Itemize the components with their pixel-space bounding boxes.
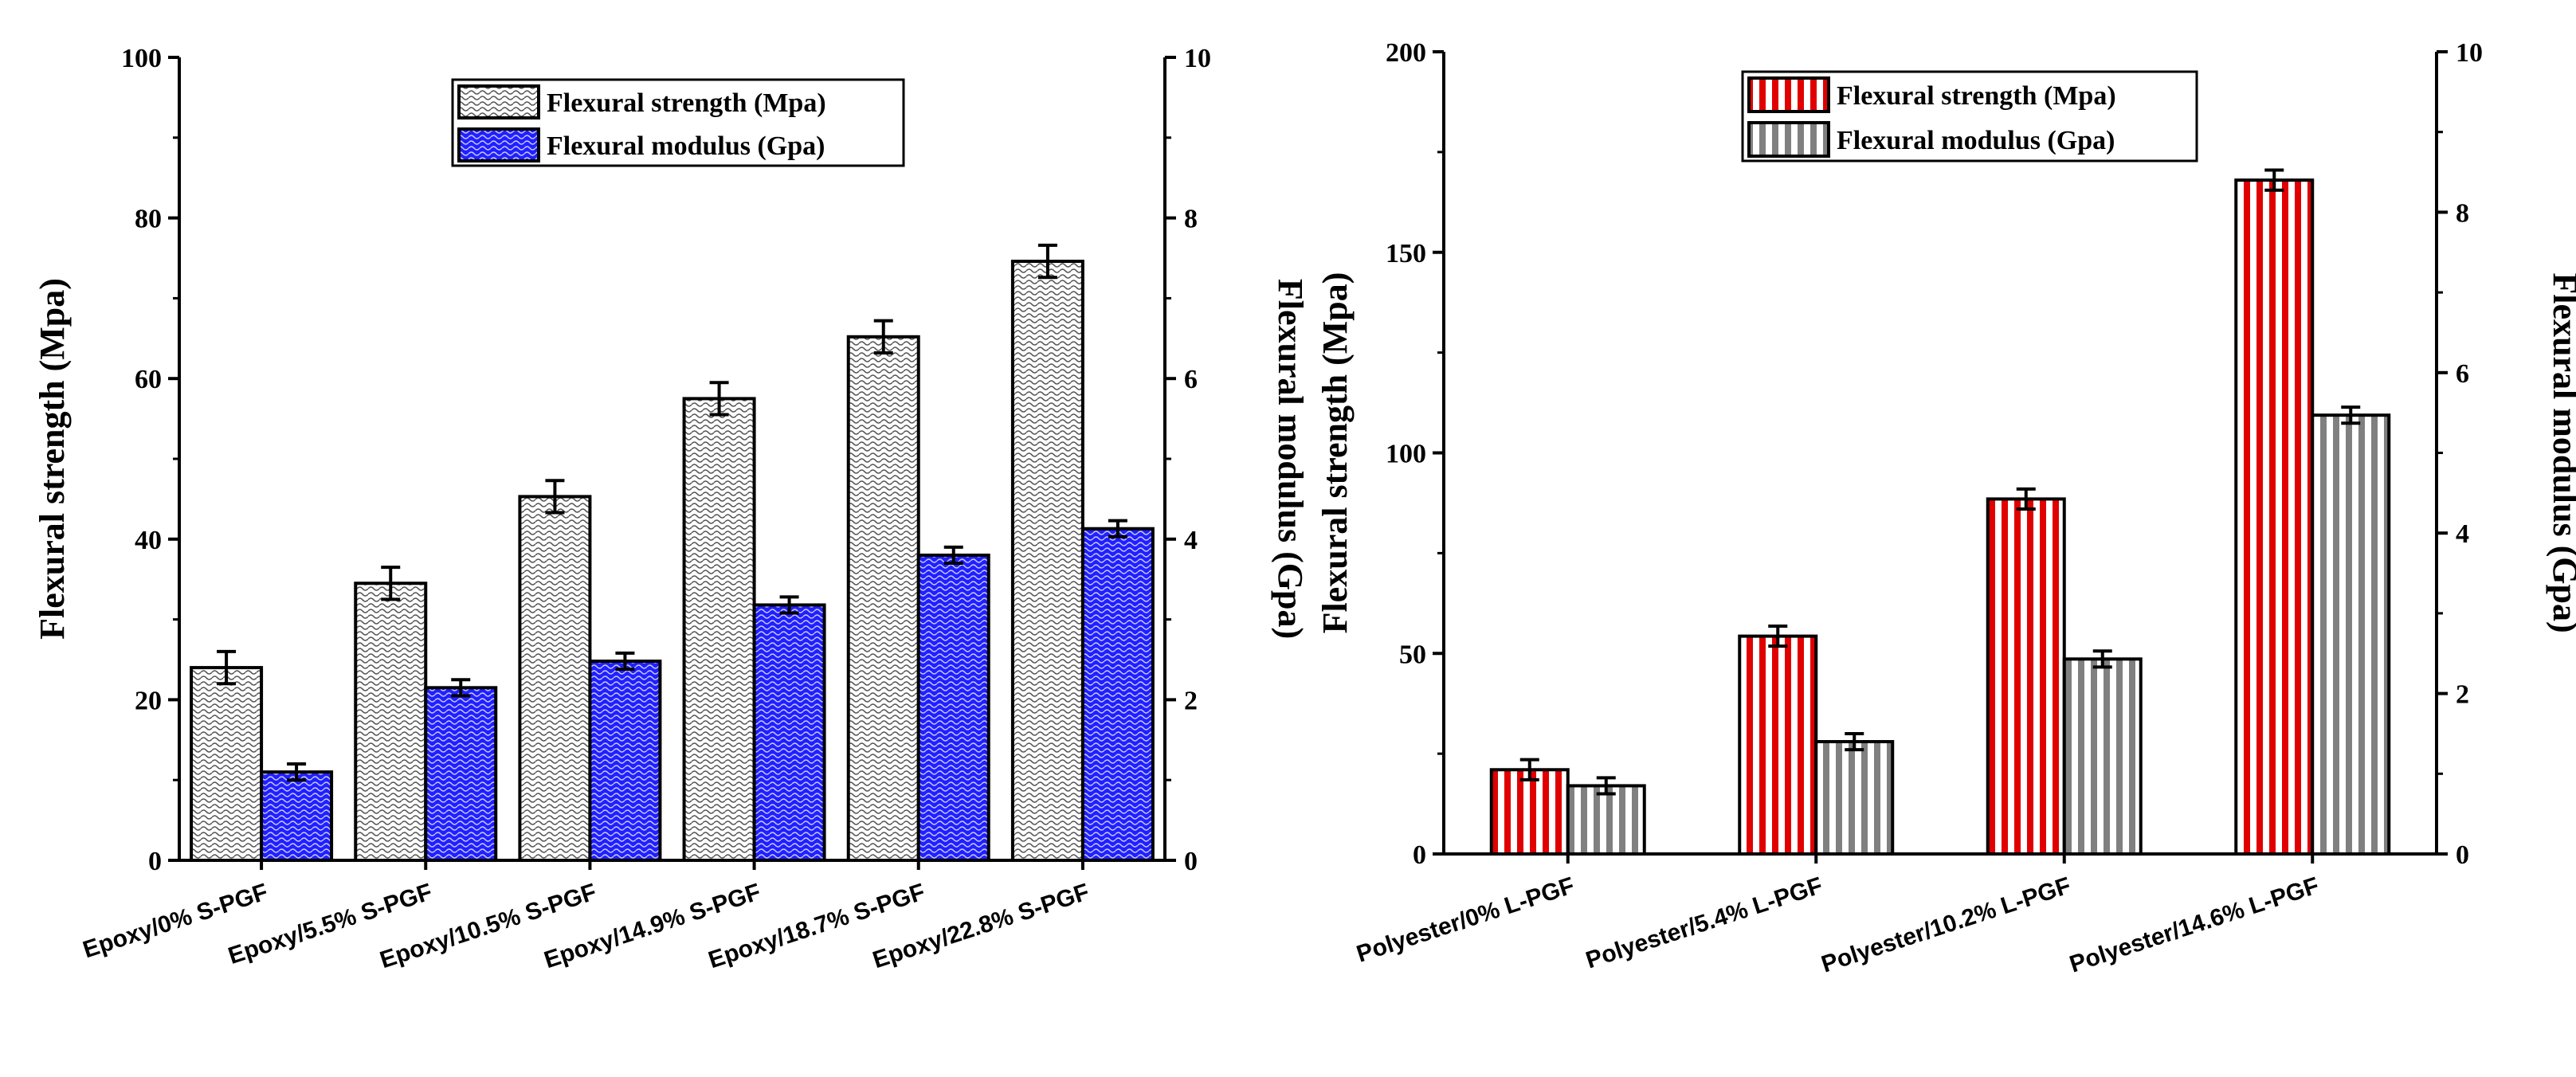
- bar-1-1-0: [1566, 784, 1646, 856]
- y-tick-label-left-0-2: 40: [135, 526, 162, 555]
- x-category-label-1-3: Polyester/14.6% L-PGF: [2066, 872, 2322, 977]
- y-tick-label-right-0-2: 4: [1184, 526, 1198, 555]
- y-axis-title-left-0: Flexural strength (Mpa): [33, 278, 72, 640]
- bar-0-1-1: [424, 686, 498, 863]
- flexural-polyester-chart: Polyester/0% L-PGF Polyester/5.4% L-PGFPo…: [1315, 38, 2576, 978]
- bar-1-1-2: [2062, 657, 2143, 856]
- y-axis-title-right-1: Flexural modulus (Gpa): [2546, 272, 2576, 632]
- y-tick-label-left-0-4: 80: [135, 205, 162, 234]
- x-category-label-1-2: Polyester/10.2% L-PGF: [1818, 872, 2074, 977]
- bar-0-0-2: [518, 495, 592, 862]
- y-tick-label-left-1-4: 200: [1386, 38, 1426, 68]
- legend-swatch-0-1: [457, 127, 540, 163]
- y-tick-label-right-1-4: 8: [2456, 198, 2469, 228]
- bar-1-0-3: [2234, 178, 2315, 856]
- bar-0-1-0: [260, 770, 334, 862]
- y-tick-label-right-0-1: 2: [1184, 686, 1198, 715]
- y-tick-label-left-0-3: 60: [135, 365, 162, 394]
- y-tick-label-right-0-3: 6: [1184, 365, 1198, 394]
- legend-label-0-1: Flexural modulus (Gpa): [547, 131, 825, 161]
- y-tick-label-right-0-0: 0: [1184, 847, 1198, 876]
- bar-0-0-4: [846, 335, 920, 862]
- bar-1-1-1: [1814, 740, 1895, 856]
- x-category-label-1-1: Polyester/5.4% L-PGF: [1582, 872, 1825, 973]
- y-tick-label-right-1-3: 6: [2456, 359, 2469, 389]
- legend-swatch-1-1: [1747, 121, 1830, 158]
- bar-1-0-2: [1986, 497, 2066, 856]
- bar-0-0-1: [354, 582, 428, 862]
- bar-0-1-4: [916, 553, 990, 863]
- bar-0-0-3: [682, 397, 756, 862]
- legend-label-1-1: Flexural modulus (Gpa): [1837, 126, 2115, 155]
- legend-label-0-0: Flexural strength (Mpa): [547, 88, 826, 118]
- bar-1-0-1: [1738, 634, 1818, 856]
- y-tick-label-right-1-1: 2: [2456, 680, 2469, 710]
- y-tick-label-left-0-1: 20: [135, 686, 162, 715]
- y-tick-label-left-0-0: 0: [148, 847, 162, 876]
- y-tick-label-right-0-5: 10: [1184, 44, 1211, 73]
- y-tick-label-left-0-5: 100: [121, 44, 162, 73]
- legend-swatch-0-0: [457, 84, 540, 119]
- bar-1-0-0: [1489, 768, 1570, 856]
- legend-label-1-0: Flexural strength (Mpa): [1837, 81, 2116, 111]
- bar-0-1-3: [752, 603, 826, 862]
- y-axis-title-left-1: Flexural strength (Mpa): [1315, 272, 1355, 634]
- y-tick-label-left-1-3: 150: [1386, 239, 1426, 268]
- bar-0-0-5: [1010, 260, 1084, 863]
- y-tick-label-left-1-0: 0: [1413, 840, 1426, 870]
- bar-0-1-2: [588, 660, 662, 862]
- bar-1-1-3: [2311, 413, 2391, 856]
- y-tick-label-left-1-1: 50: [1399, 640, 1426, 669]
- y-tick-label-right-0-4: 8: [1184, 205, 1198, 234]
- y-tick-label-right-1-0: 0: [2456, 840, 2469, 870]
- y-tick-label-right-1-5: 10: [2456, 38, 2483, 68]
- y-axis-title-right-0: Flexural modulus (Gpa): [1271, 279, 1310, 639]
- y-tick-label-right-1-2: 4: [2456, 519, 2469, 549]
- x-category-label-1-0: Polyester/0% L-PGF: [1354, 872, 1578, 967]
- y-tick-label-left-1-2: 100: [1386, 440, 1426, 469]
- bar-0-1-5: [1080, 527, 1155, 862]
- bar-0-0-0: [190, 666, 264, 863]
- legend-swatch-1-0: [1747, 76, 1830, 113]
